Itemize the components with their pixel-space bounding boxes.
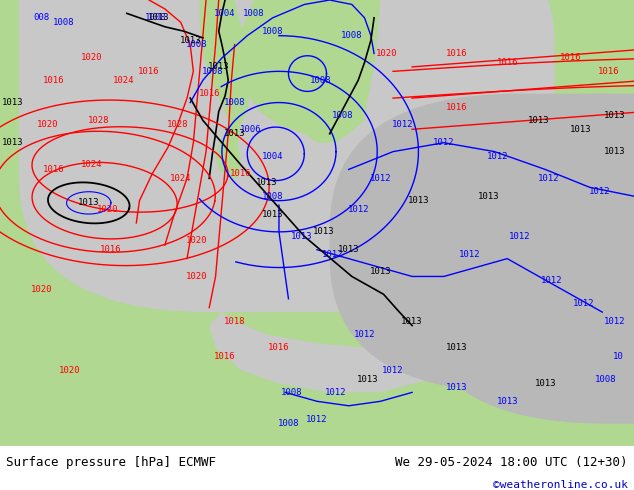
Text: 1012: 1012 [541,276,562,285]
Text: 1020: 1020 [59,366,81,374]
Text: 1016: 1016 [138,67,160,76]
Text: 1013: 1013 [2,98,23,107]
Text: 1024: 1024 [113,76,134,85]
Text: 1012: 1012 [325,388,347,397]
Text: 1013: 1013 [401,317,423,325]
Text: 1013: 1013 [224,129,245,138]
Text: 1013: 1013 [179,36,201,45]
Polygon shape [235,0,380,143]
Text: 1012: 1012 [487,151,508,161]
Text: 1012: 1012 [306,415,328,424]
Text: 1016: 1016 [43,76,65,85]
Text: 1016: 1016 [230,170,252,178]
FancyBboxPatch shape [136,0,548,245]
Text: 1013: 1013 [148,13,169,23]
Text: 1008: 1008 [332,111,353,121]
Text: 1012: 1012 [588,187,610,196]
Text: 1013: 1013 [256,178,277,187]
Text: 1008: 1008 [262,27,283,36]
Text: 1008: 1008 [53,18,74,27]
Text: 1013: 1013 [534,379,556,388]
Text: 1013: 1013 [370,268,391,276]
Text: 1013: 1013 [357,374,378,384]
Text: 1012: 1012 [392,121,413,129]
Text: 1016: 1016 [268,343,290,352]
Text: 1008: 1008 [281,388,302,397]
Text: 10: 10 [613,352,623,361]
Text: 1013: 1013 [569,125,591,134]
Text: Surface pressure [hPa] ECMWF: Surface pressure [hPa] ECMWF [6,456,216,469]
Text: 1028: 1028 [87,116,109,125]
Text: 1013: 1013 [313,227,334,236]
Text: 1012: 1012 [509,232,531,241]
Text: 1012: 1012 [354,330,375,339]
Text: 1013: 1013 [262,210,283,219]
Text: 1016: 1016 [598,67,619,76]
Text: 1013: 1013 [446,384,467,392]
Text: 1008: 1008 [262,192,283,201]
Text: 1020: 1020 [97,205,119,214]
Text: 1018: 1018 [224,317,245,325]
Text: 1012: 1012 [433,138,455,147]
Text: 1004: 1004 [214,9,236,18]
Text: 1016: 1016 [214,352,236,361]
Text: 1008: 1008 [278,419,299,428]
Text: 1020: 1020 [30,285,52,294]
FancyBboxPatch shape [330,94,634,392]
Text: 1013: 1013 [446,343,467,352]
Text: 1008: 1008 [186,40,207,49]
Text: 1013: 1013 [408,196,429,205]
Text: 1016: 1016 [198,89,220,98]
Text: 1020: 1020 [81,53,103,62]
Text: 1016: 1016 [446,49,467,58]
Text: We 29-05-2024 18:00 UTC (12+30): We 29-05-2024 18:00 UTC (12+30) [395,456,628,469]
Text: 1013: 1013 [338,245,359,254]
FancyBboxPatch shape [117,0,555,276]
FancyBboxPatch shape [19,0,520,312]
Text: 008: 008 [33,13,49,23]
Text: 1024: 1024 [81,161,103,170]
Text: 1006: 1006 [240,125,261,134]
FancyBboxPatch shape [415,94,634,423]
Text: 1013: 1013 [496,397,518,406]
Text: 1012: 1012 [458,250,480,259]
Text: 1012: 1012 [347,205,369,214]
Text: 1012: 1012 [538,174,559,183]
Text: 1013: 1013 [604,111,626,121]
Text: 1020: 1020 [186,272,207,281]
Polygon shape [200,0,250,178]
Text: 1008: 1008 [309,76,331,85]
Text: 1028: 1028 [167,121,188,129]
Text: 1012: 1012 [573,299,594,308]
Text: 1016: 1016 [560,53,581,62]
Text: 1013: 1013 [528,116,550,125]
Text: 1013: 1013 [2,138,23,147]
Text: 1012: 1012 [382,366,404,374]
Text: 1008: 1008 [341,31,363,40]
Text: 1008: 1008 [202,67,223,76]
Text: 1013: 1013 [477,192,499,201]
Text: 1013: 1013 [208,62,230,72]
Text: 1013: 1013 [604,147,626,156]
Text: 1016: 1016 [100,245,122,254]
Text: 1020: 1020 [37,121,58,129]
Text: 1012: 1012 [604,317,626,325]
Text: 1016: 1016 [446,102,467,112]
Text: 1012: 1012 [370,174,391,183]
Text: 1013: 1013 [78,198,100,207]
Text: 1020: 1020 [186,236,207,245]
Text: 1016: 1016 [496,58,518,67]
Text: 1008: 1008 [145,13,166,23]
Text: ©weatheronline.co.uk: ©weatheronline.co.uk [493,480,628,490]
Text: 1024: 1024 [170,174,191,183]
Text: 1012: 1012 [322,250,344,259]
Text: 1008: 1008 [224,98,245,107]
Text: 1008: 1008 [595,374,616,384]
Text: 1004: 1004 [262,151,283,161]
Text: 1016: 1016 [43,165,65,174]
Polygon shape [209,290,602,392]
Text: 1013: 1013 [290,232,312,241]
Text: 1020: 1020 [376,49,398,58]
Text: 1008: 1008 [243,9,264,18]
